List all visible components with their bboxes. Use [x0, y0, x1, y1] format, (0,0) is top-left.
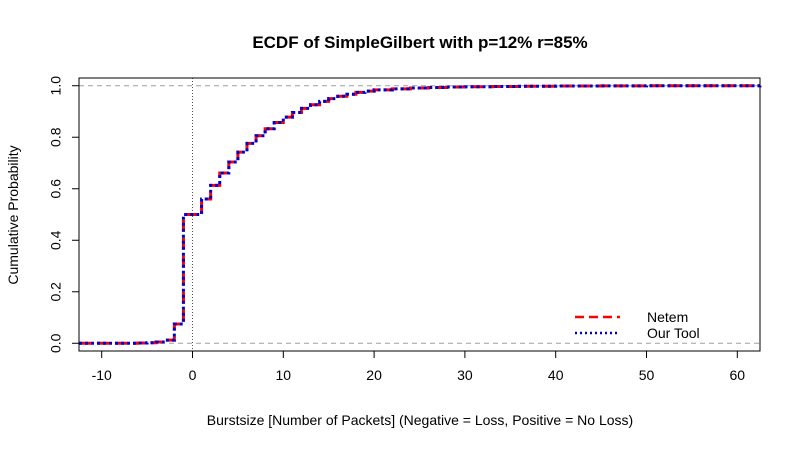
x-tick-label: 50: [639, 367, 655, 383]
x-tick-label: 10: [276, 367, 292, 383]
x-tick-label: 30: [457, 367, 473, 383]
y-axis: 0.0 0.2 0.4 0.6 0.8 1.0: [48, 76, 80, 353]
x-tick-label: 40: [548, 367, 564, 383]
series-line-netem: [79, 84, 762, 345]
y-tick-label: 0.6: [48, 179, 64, 199]
y-tick-label: 0.8: [48, 127, 64, 147]
x-tick-label: 20: [366, 367, 382, 383]
chart-title: ECDF of SimpleGilbert with p=12% r=85%: [252, 33, 587, 52]
legend-label: Our Tool: [647, 325, 700, 341]
y-tick-label: 0.4: [48, 230, 64, 250]
y-tick-label: 0.0: [48, 333, 64, 353]
series-line-our-tool: [79, 84, 762, 345]
y-tick-label: 0.2: [48, 282, 64, 302]
x-tick-label: 0: [189, 367, 197, 383]
x-tick-label: 60: [730, 367, 746, 383]
legend-label: Netem: [647, 309, 688, 325]
y-axis-label: Cumulative Probability: [5, 145, 21, 284]
series-layer: [79, 84, 762, 345]
x-axis-label: Burstsize [Number of Packets] (Negative …: [207, 412, 633, 428]
x-axis: -10 0 10 20 30 40 50 60: [92, 350, 746, 383]
x-tick-label: -10: [92, 367, 112, 383]
y-tick-label: 1.0: [48, 76, 64, 96]
